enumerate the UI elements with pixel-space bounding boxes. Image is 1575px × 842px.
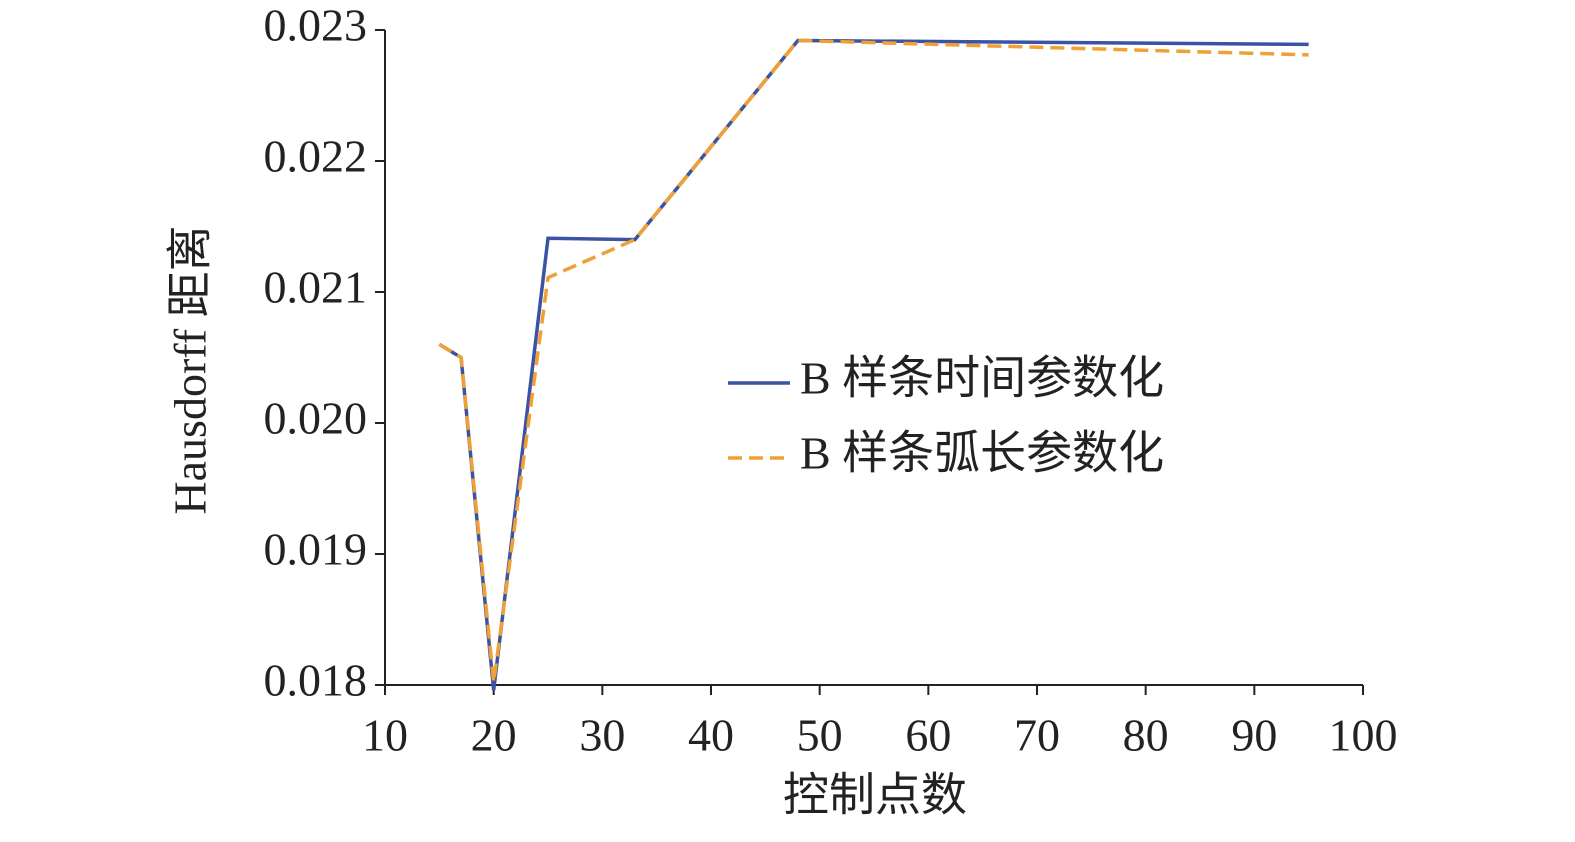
x-tick-label: 80 (1123, 710, 1169, 761)
x-tick-label: 100 (1329, 710, 1398, 761)
series-line (438, 38, 1309, 683)
x-tick-label: 90 (1231, 710, 1277, 761)
x-tick-label: 70 (1014, 710, 1060, 761)
y-tick-label: 0.018 (264, 655, 368, 706)
y-tick-label: 0.019 (264, 524, 368, 575)
y-tick-label: 0.020 (264, 393, 368, 444)
y-tick-label: 0.021 (264, 262, 368, 313)
x-tick-label: 30 (579, 710, 625, 761)
legend-label: B 样条时间参数化 (800, 353, 1164, 404)
x-tick-label: 10 (362, 710, 408, 761)
y-tick-label: 0.023 (264, 0, 368, 51)
y-tick-label: 0.022 (264, 131, 368, 182)
x-tick-label: 20 (471, 710, 517, 761)
y-axis-label: Hausdorff 距离 (165, 225, 216, 514)
x-axis-label: 控制点数 (783, 770, 967, 821)
legend-label: B 样条弧长参数化 (800, 428, 1164, 479)
x-tick-label: 40 (688, 710, 734, 761)
x-tick-label: 50 (797, 710, 843, 761)
x-tick-label: 60 (905, 710, 951, 761)
